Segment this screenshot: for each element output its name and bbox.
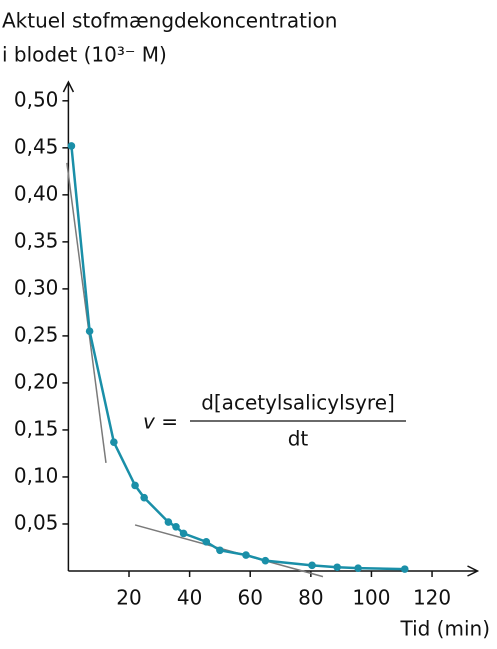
y-tick-label: 0,50: [14, 87, 59, 111]
y-tick-label: 0,10: [14, 463, 59, 487]
data-point: [354, 564, 362, 572]
y-axis-arrow: [62, 80, 75, 93]
y-tick-label: 0,15: [14, 416, 59, 440]
y-tick-label: 0,45: [14, 134, 59, 158]
y-axis-label: i blodet (10³⁻ M): [2, 43, 167, 67]
data-point: [242, 551, 250, 559]
data-point: [67, 142, 76, 150]
y-tick-label: 0,30: [14, 275, 59, 299]
x-tick-label: 60: [237, 586, 262, 610]
data-line: [70, 145, 405, 571]
data-point: [164, 518, 173, 526]
x-axis-arrow: [467, 565, 480, 577]
data-point: [400, 565, 409, 573]
data-point: [308, 561, 316, 570]
y-tick-label: 0,25: [14, 322, 59, 346]
data-point: [216, 546, 224, 555]
y-tick-label: 0,20: [14, 369, 59, 393]
formula-denominator: dt: [288, 427, 309, 451]
x-tick-label: 120: [413, 586, 451, 610]
x-tick-label: 20: [116, 586, 141, 610]
x-tick-label: 40: [177, 586, 202, 610]
data-point: [85, 327, 94, 336]
data-point: [172, 523, 180, 531]
data-point: [261, 556, 270, 565]
data-point: [140, 493, 148, 502]
data-point: [110, 438, 118, 446]
y-tick-label: 0,05: [14, 510, 59, 534]
data-point: [131, 481, 139, 490]
y-axis-label: Aktuel stofmængdekoncentration: [2, 9, 337, 33]
data-point: [333, 563, 341, 572]
x-tick-label: 100: [352, 586, 390, 610]
y-tick-label: 0,40: [14, 181, 59, 205]
x-tick-label: 80: [298, 586, 323, 610]
data-point: [179, 529, 188, 538]
data-point: [202, 538, 211, 546]
formula-lhs: v =: [143, 410, 178, 434]
y-tick-label: 0,35: [14, 228, 59, 252]
tangent-line: [66, 162, 107, 463]
formula-numerator: d[acetylsalicylsyre]: [201, 391, 395, 415]
x-axis-label: Tid (min): [399, 617, 490, 641]
